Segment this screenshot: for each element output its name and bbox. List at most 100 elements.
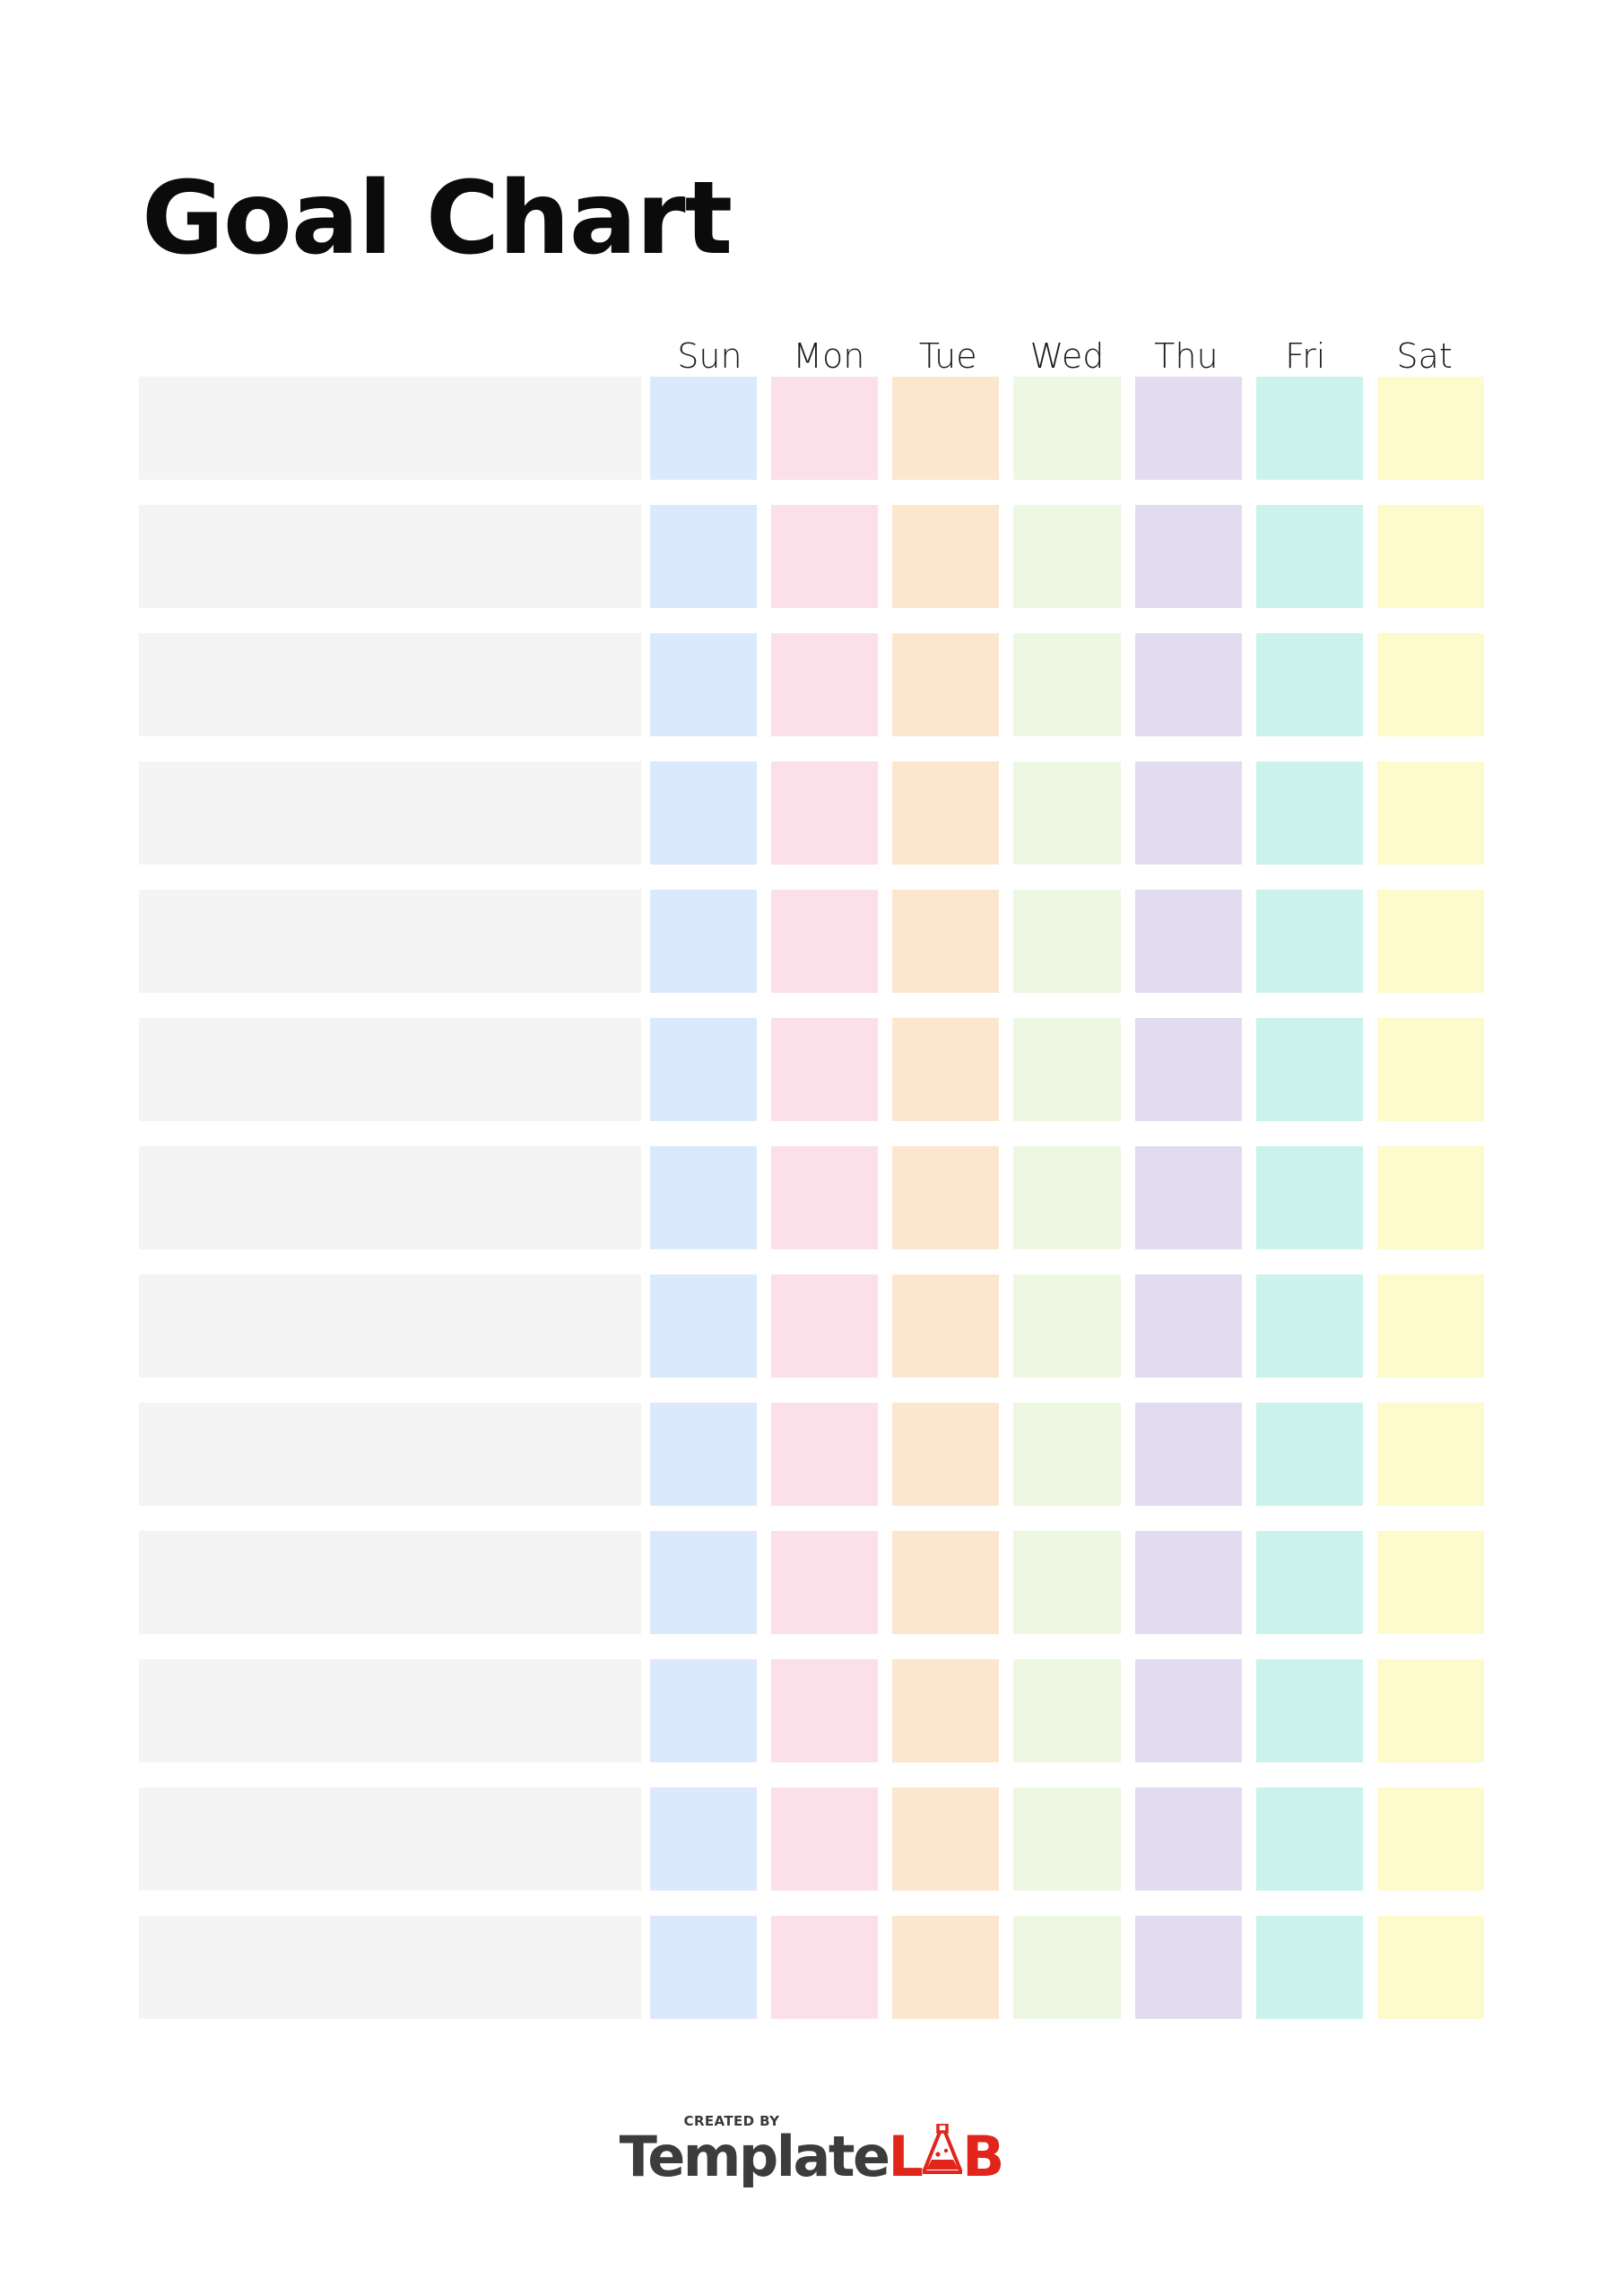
goal-label-cell[interactable] [139, 1659, 641, 1762]
day-cell-fri[interactable] [1255, 1659, 1363, 1762]
day-cell-sun[interactable] [650, 377, 758, 480]
day-cell-tue[interactable] [892, 761, 1000, 865]
day-cell-fri[interactable] [1255, 377, 1363, 480]
day-cell-fri[interactable] [1255, 1787, 1363, 1891]
day-cell-mon[interactable] [771, 1403, 879, 1506]
day-cell-mon[interactable] [771, 1916, 879, 2019]
day-cell-wed[interactable] [1013, 1146, 1121, 1249]
day-cell-sun[interactable] [650, 633, 758, 736]
day-cell-mon[interactable] [771, 633, 879, 736]
day-cell-thu[interactable] [1134, 890, 1242, 993]
day-cell-thu[interactable] [1134, 1274, 1242, 1378]
day-cell-mon[interactable] [771, 890, 879, 993]
day-cell-sat[interactable] [1376, 1787, 1484, 1891]
day-cell-sun[interactable] [650, 1018, 758, 1121]
day-cell-wed[interactable] [1013, 1659, 1121, 1762]
day-cell-sun[interactable] [650, 1146, 758, 1249]
day-cell-tue[interactable] [892, 1531, 1000, 1634]
goal-label-cell[interactable] [139, 1531, 641, 1634]
day-cell-fri[interactable] [1255, 1146, 1363, 1249]
day-cell-sun[interactable] [650, 1787, 758, 1891]
day-cell-sat[interactable] [1376, 890, 1484, 993]
goal-label-cell[interactable] [139, 633, 641, 736]
day-cell-sat[interactable] [1376, 1146, 1484, 1249]
day-cell-sun[interactable] [650, 1659, 758, 1762]
day-cell-wed[interactable] [1013, 633, 1121, 736]
day-cell-tue[interactable] [892, 505, 1000, 608]
goal-label-cell[interactable] [139, 1787, 641, 1891]
day-cell-thu[interactable] [1134, 377, 1242, 480]
day-cell-fri[interactable] [1255, 505, 1363, 608]
day-cell-fri[interactable] [1255, 1531, 1363, 1634]
day-cell-mon[interactable] [771, 377, 879, 480]
day-cell-tue[interactable] [892, 1916, 1000, 2019]
day-cell-mon[interactable] [771, 1659, 879, 1762]
day-cell-thu[interactable] [1134, 1659, 1242, 1762]
day-cell-mon[interactable] [771, 1018, 879, 1121]
day-cell-tue[interactable] [892, 1403, 1000, 1506]
day-cell-tue[interactable] [892, 1018, 1000, 1121]
day-cell-fri[interactable] [1255, 1403, 1363, 1506]
day-cell-wed[interactable] [1013, 1403, 1121, 1506]
goal-label-cell[interactable] [139, 1146, 641, 1249]
day-cell-sat[interactable] [1376, 505, 1484, 608]
day-cell-wed[interactable] [1013, 890, 1121, 993]
day-cell-sun[interactable] [650, 890, 758, 993]
day-cell-wed[interactable] [1013, 505, 1121, 608]
day-cell-sat[interactable] [1376, 377, 1484, 480]
day-cell-sun[interactable] [650, 505, 758, 608]
day-cell-wed[interactable] [1013, 1274, 1121, 1378]
day-cell-sat[interactable] [1376, 1659, 1484, 1762]
goal-label-cell[interactable] [139, 1018, 641, 1121]
day-cell-tue[interactable] [892, 377, 1000, 480]
day-cell-sun[interactable] [650, 1916, 758, 2019]
day-cell-sun[interactable] [650, 761, 758, 865]
day-cell-mon[interactable] [771, 1274, 879, 1378]
day-cell-fri[interactable] [1255, 1018, 1363, 1121]
day-cell-wed[interactable] [1013, 1787, 1121, 1891]
day-cell-mon[interactable] [771, 505, 879, 608]
day-cell-mon[interactable] [771, 1146, 879, 1249]
day-cell-thu[interactable] [1134, 1916, 1242, 2019]
day-cell-sat[interactable] [1376, 1403, 1484, 1506]
day-cell-fri[interactable] [1255, 633, 1363, 736]
day-cell-mon[interactable] [771, 1531, 879, 1634]
day-cell-thu[interactable] [1134, 1146, 1242, 1249]
goal-label-cell[interactable] [139, 1916, 641, 2019]
day-cell-tue[interactable] [892, 1274, 1000, 1378]
goal-label-cell[interactable] [139, 890, 641, 993]
day-cell-sat[interactable] [1376, 1916, 1484, 2019]
day-cell-tue[interactable] [892, 1787, 1000, 1891]
day-cell-fri[interactable] [1255, 1916, 1363, 2019]
day-cell-thu[interactable] [1134, 633, 1242, 736]
day-cell-mon[interactable] [771, 1787, 879, 1891]
day-cell-sat[interactable] [1376, 633, 1484, 736]
day-cell-sat[interactable] [1376, 1531, 1484, 1634]
day-cell-sat[interactable] [1376, 1018, 1484, 1121]
day-cell-thu[interactable] [1134, 1531, 1242, 1634]
day-cell-thu[interactable] [1134, 1403, 1242, 1506]
goal-label-cell[interactable] [139, 505, 641, 608]
day-cell-sun[interactable] [650, 1531, 758, 1634]
day-cell-thu[interactable] [1134, 1787, 1242, 1891]
day-cell-fri[interactable] [1255, 1274, 1363, 1378]
goal-label-cell[interactable] [139, 377, 641, 480]
day-cell-thu[interactable] [1134, 761, 1242, 865]
day-cell-sat[interactable] [1376, 761, 1484, 865]
day-cell-wed[interactable] [1013, 1531, 1121, 1634]
day-cell-fri[interactable] [1255, 890, 1363, 993]
day-cell-wed[interactable] [1013, 377, 1121, 480]
day-cell-tue[interactable] [892, 890, 1000, 993]
day-cell-tue[interactable] [892, 1146, 1000, 1249]
day-cell-fri[interactable] [1255, 761, 1363, 865]
day-cell-tue[interactable] [892, 1659, 1000, 1762]
day-cell-wed[interactable] [1013, 761, 1121, 865]
goal-label-cell[interactable] [139, 1403, 641, 1506]
day-cell-thu[interactable] [1134, 505, 1242, 608]
day-cell-sat[interactable] [1376, 1274, 1484, 1378]
day-cell-wed[interactable] [1013, 1018, 1121, 1121]
day-cell-tue[interactable] [892, 633, 1000, 736]
goal-label-cell[interactable] [139, 761, 641, 865]
day-cell-sun[interactable] [650, 1403, 758, 1506]
day-cell-thu[interactable] [1134, 1018, 1242, 1121]
